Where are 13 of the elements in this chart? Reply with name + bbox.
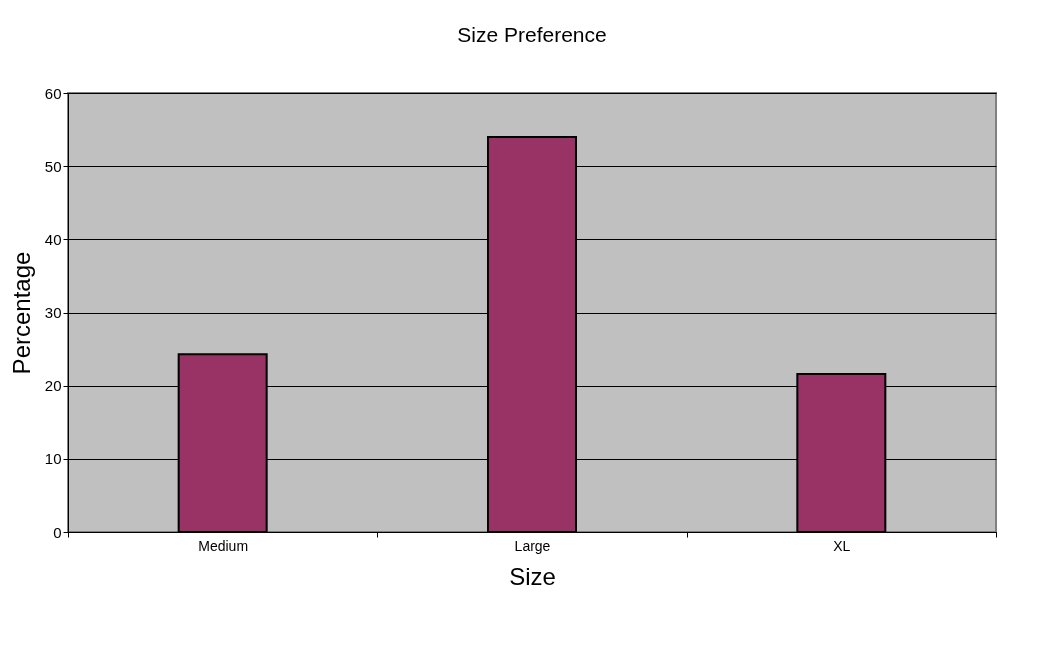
- x-tick-label: XL: [833, 537, 851, 554]
- x-tick-label: Large: [514, 537, 551, 554]
- y-tick-label: 50: [44, 157, 62, 175]
- y-tick-label: 60: [44, 84, 62, 102]
- x-tick-label: Medium: [198, 537, 249, 554]
- y-tick-label: 20: [44, 377, 62, 395]
- y-tick-label: 30: [44, 304, 62, 321]
- y-tick-label: 0: [53, 523, 62, 541]
- y-tick-label: 40: [44, 230, 62, 248]
- y-tick-label: 10: [44, 450, 62, 468]
- y-axis-title: Percentage: [7, 251, 35, 375]
- x-axis-title: Size: [509, 562, 556, 590]
- chart-title: Size Preference: [457, 23, 607, 46]
